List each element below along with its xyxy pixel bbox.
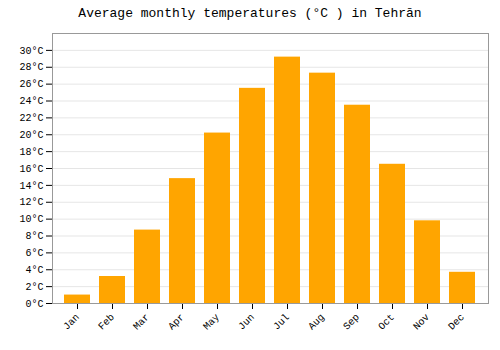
- svg-text:2°C: 2°C: [25, 282, 43, 293]
- svg-text:22°C: 22°C: [19, 113, 43, 124]
- html-text:Average monthly temperatures (: Average monthly temperatures (°C ) in Te…: [78, 6, 422, 21]
- svg-text:Feb: Feb: [96, 312, 117, 333]
- svg-text:Dec: Dec: [446, 312, 467, 333]
- svg-text:6°C: 6°C: [25, 248, 43, 259]
- svg-text:24°C: 24°C: [19, 96, 43, 107]
- svg-text:Mar: Mar: [131, 312, 152, 333]
- svg-text:Apr: Apr: [166, 312, 187, 333]
- svg-text:20°C: 20°C: [19, 130, 43, 141]
- svg-text:Nov: Nov: [411, 312, 432, 333]
- svg-text:30°C: 30°C: [19, 46, 43, 57]
- svg-text:Jun: Jun: [236, 312, 257, 333]
- svg-text:Sep: Sep: [341, 312, 362, 333]
- svg-text:26°C: 26°C: [19, 79, 43, 90]
- svg-text:4°C: 4°C: [25, 265, 43, 276]
- svg-text:16°C: 16°C: [19, 164, 43, 175]
- svg-text:8°C: 8°C: [25, 231, 43, 242]
- svg-text:Aug: Aug: [306, 312, 327, 333]
- svg-text:0°C: 0°C: [25, 299, 43, 310]
- svg-text:Jan: Jan: [61, 312, 82, 333]
- svg-text:12°C: 12°C: [19, 197, 43, 208]
- svg-text:Oct: Oct: [376, 312, 397, 333]
- svg-text:May: May: [201, 312, 222, 333]
- svg-text:14°C: 14°C: [19, 181, 43, 192]
- svg-text:18°C: 18°C: [19, 147, 43, 158]
- svg-text:10°C: 10°C: [19, 214, 43, 225]
- svg-text:Jul: Jul: [271, 312, 292, 333]
- svg-text:28°C: 28°C: [19, 62, 43, 73]
